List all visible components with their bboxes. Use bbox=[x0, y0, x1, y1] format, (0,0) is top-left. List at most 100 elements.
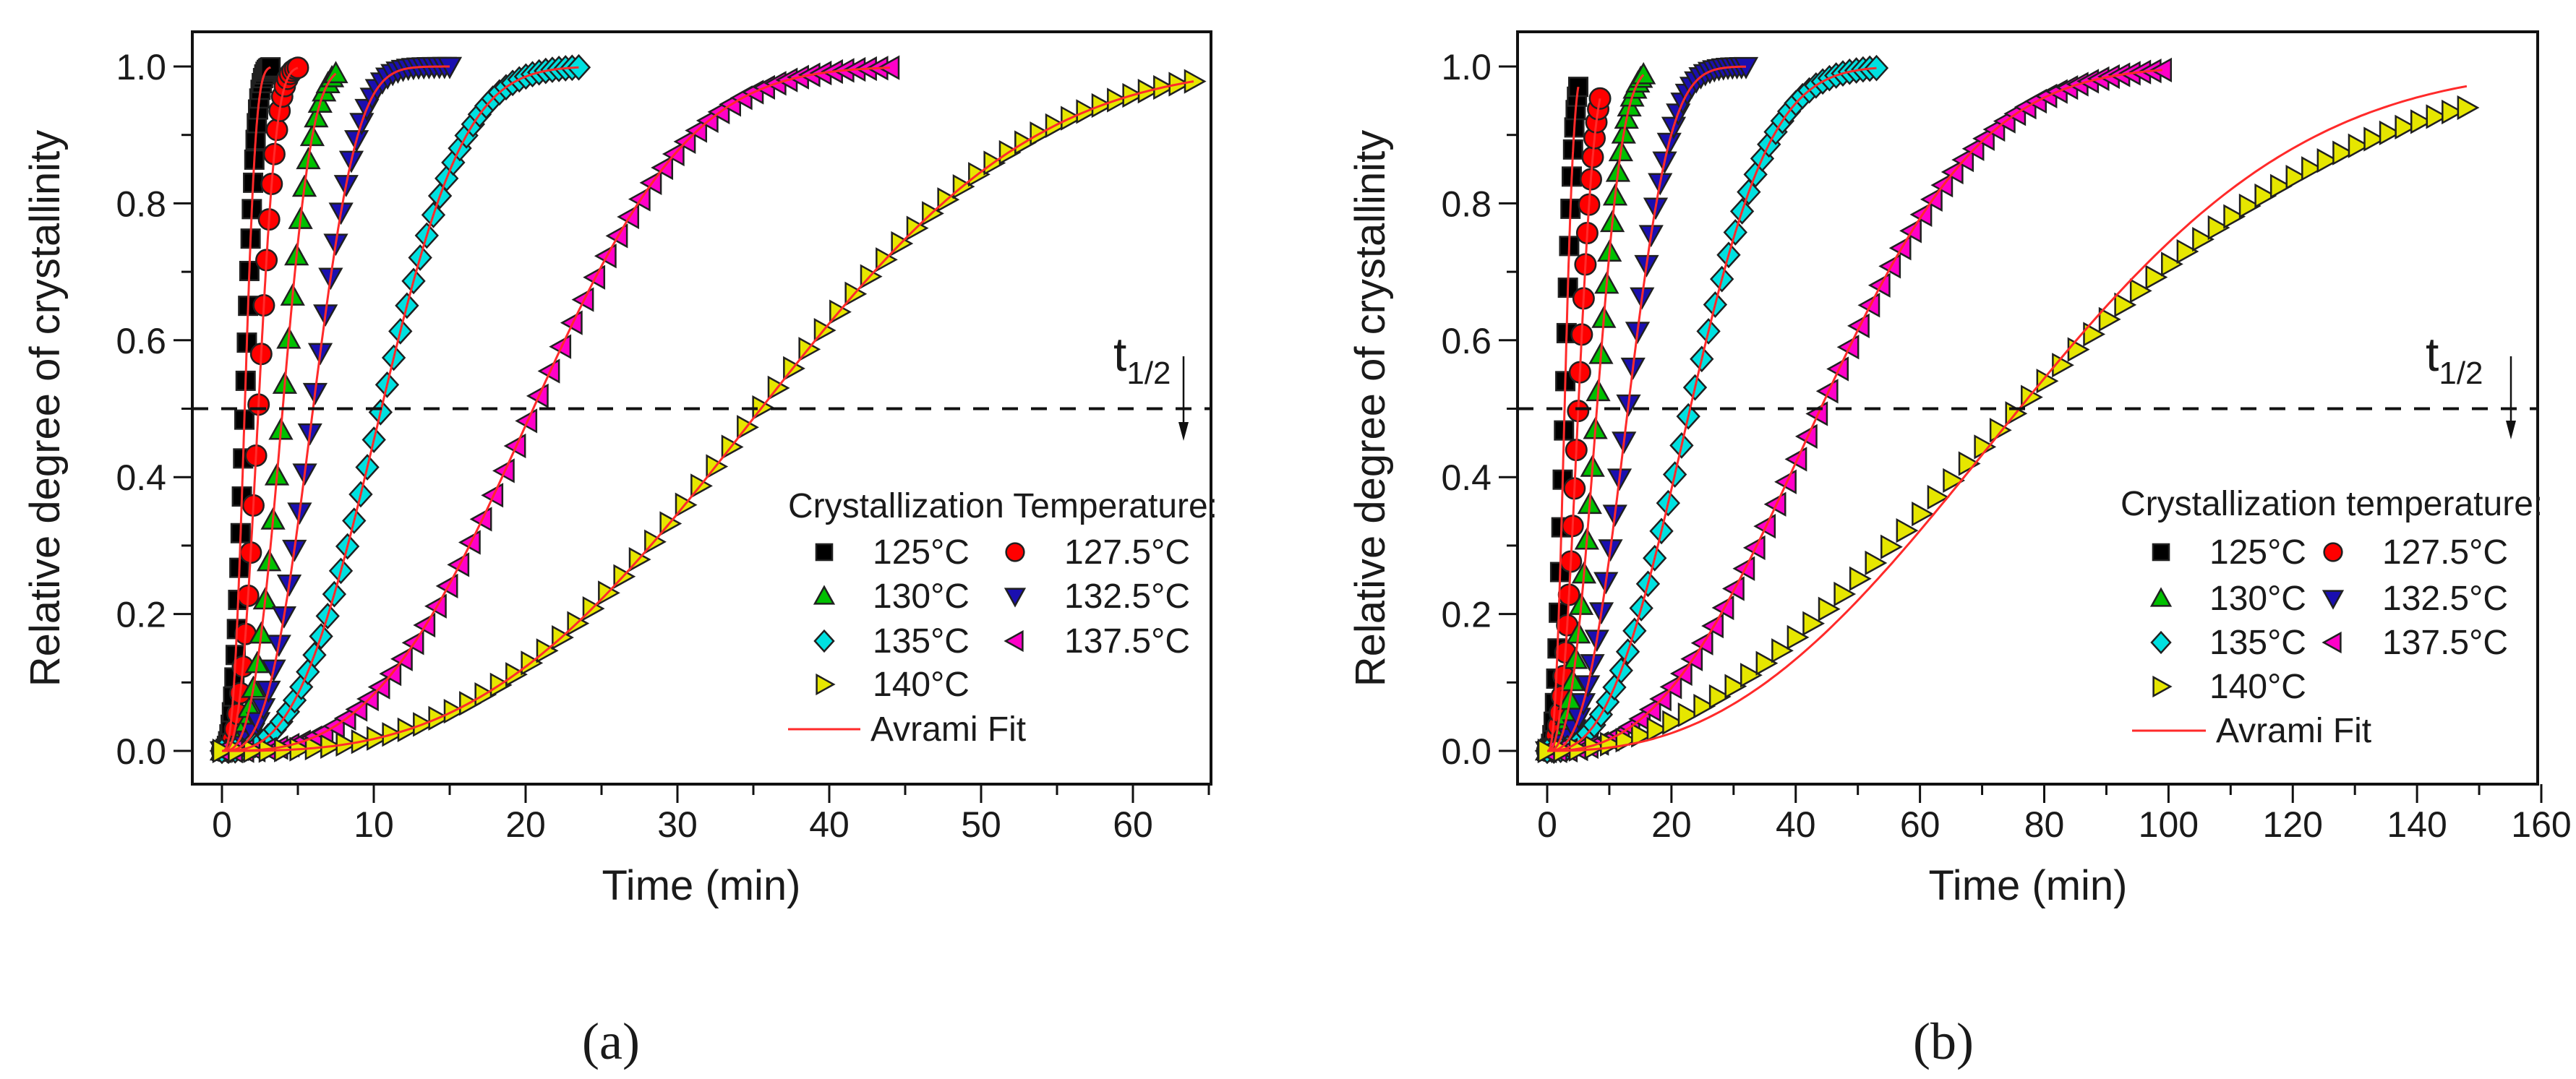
legend-label: 125°C bbox=[873, 533, 970, 572]
avrami-fit-line bbox=[1547, 65, 1746, 752]
data-point bbox=[2021, 384, 2043, 410]
legend-marker-triangle-up-icon bbox=[2149, 587, 2173, 607]
y-tick-label: 0.8 bbox=[116, 184, 166, 224]
legend-title: Crystallization Temperature: bbox=[788, 487, 1218, 525]
panel-a: Relative degree of crystallinity Time (m… bbox=[22, 30, 1218, 1070]
data-point bbox=[1662, 710, 1685, 735]
legend-item: 132.5°C bbox=[2322, 580, 2508, 618]
avrami-fit-line bbox=[1547, 69, 2162, 752]
x-axis-title: Time (min) bbox=[602, 862, 801, 909]
data-point bbox=[1849, 566, 1872, 591]
legend-label: 130°C bbox=[873, 577, 970, 616]
legend-marker-circle-icon bbox=[2323, 542, 2343, 562]
x-tick-label: 50 bbox=[961, 804, 1001, 845]
legend-label: 125°C bbox=[2209, 533, 2306, 572]
legend-label: 137.5°C bbox=[1064, 622, 1190, 661]
data-point bbox=[2176, 238, 2199, 265]
data-point bbox=[1646, 717, 1669, 742]
legend-item: 135°C bbox=[813, 622, 970, 661]
x-tick-label: 140 bbox=[2387, 804, 2447, 845]
legend-fit-label: Avrami Fit bbox=[2216, 712, 2371, 750]
y-tick-label: 0.2 bbox=[1441, 595, 1492, 635]
data-point bbox=[2426, 104, 2449, 129]
data-point bbox=[1184, 69, 1207, 94]
data-point bbox=[2129, 278, 2152, 304]
avrami-fit-line bbox=[1547, 85, 2468, 752]
data-point bbox=[2114, 292, 2137, 317]
data-point bbox=[323, 61, 348, 84]
y-tick-label: 0.6 bbox=[116, 321, 166, 361]
data-point bbox=[1989, 418, 2012, 443]
legend-item: 140°C bbox=[816, 666, 970, 704]
data-point bbox=[566, 53, 591, 81]
x-tick-label: 40 bbox=[809, 804, 850, 845]
data-point bbox=[1693, 693, 1716, 719]
data-point bbox=[1588, 87, 1612, 110]
x-tick-label: 120 bbox=[2263, 804, 2323, 845]
legend-label: 132.5°C bbox=[1064, 577, 1190, 616]
data-point bbox=[2207, 215, 2230, 241]
legend-marker-square-icon bbox=[815, 543, 834, 562]
legend-item: 130°C bbox=[2149, 580, 2306, 618]
data-point bbox=[1786, 624, 1810, 650]
x-tick-label: 10 bbox=[354, 804, 394, 845]
data-point bbox=[2145, 265, 2168, 290]
data-point bbox=[2442, 99, 2464, 125]
x-tick-label: 40 bbox=[1776, 804, 1816, 845]
data-point bbox=[2269, 173, 2293, 199]
data-point bbox=[2348, 133, 2371, 158]
data-point bbox=[2052, 353, 2074, 378]
x-tick-label: 60 bbox=[1113, 804, 1153, 845]
legend: Crystallization temperature: 125°C 127.5°C… bbox=[2121, 485, 2543, 750]
legend-marker-triangle-down-icon bbox=[1004, 588, 1027, 608]
data-point bbox=[1818, 596, 1841, 622]
avrami-fit-line bbox=[222, 66, 272, 752]
avrami-fit-line bbox=[222, 66, 299, 752]
legend-item: 140°C bbox=[2152, 668, 2306, 706]
data-point bbox=[1755, 650, 1779, 676]
legend-item: 135°C bbox=[2150, 624, 2306, 662]
data-point bbox=[2316, 148, 2340, 173]
y-axis-title: Relative degree of crystallinity bbox=[22, 130, 69, 687]
data-point bbox=[2379, 120, 2402, 145]
data-point bbox=[286, 56, 309, 79]
y-tick-label: 0.0 bbox=[116, 731, 166, 772]
data-point bbox=[1927, 484, 1950, 510]
data-point bbox=[2098, 306, 2121, 332]
avrami-fit-line bbox=[222, 65, 450, 752]
data-point bbox=[2363, 126, 2387, 152]
panel-caption: (a) bbox=[582, 1013, 640, 1070]
data-point bbox=[1865, 550, 1888, 576]
data-point bbox=[1833, 581, 1857, 607]
data-point bbox=[2083, 322, 2106, 347]
plot-area bbox=[209, 53, 1207, 765]
data-point bbox=[437, 56, 463, 79]
x-axis-title: Time (min) bbox=[1929, 862, 2128, 909]
legend-item: 127.5°C bbox=[2323, 533, 2508, 572]
legend-marker-triangle-up-icon bbox=[813, 585, 836, 605]
y-tick-label: 0.6 bbox=[1441, 321, 1492, 361]
avrami-fit-line bbox=[1547, 66, 1877, 752]
legend-label: 140°C bbox=[873, 666, 970, 704]
t-half-label: t1/2 bbox=[2426, 327, 2483, 391]
avrami-fit-line bbox=[222, 80, 1194, 752]
x-tick-label: 20 bbox=[505, 804, 546, 845]
legend-label: 140°C bbox=[2209, 668, 2306, 706]
y-tick-label: 0.4 bbox=[1441, 457, 1492, 498]
legend-marker-triangle-down-icon bbox=[2322, 590, 2345, 610]
data-point bbox=[1724, 674, 1747, 699]
data-point bbox=[1896, 517, 1919, 543]
data-point bbox=[1943, 468, 1966, 493]
legend-fit-label: Avrami Fit bbox=[870, 710, 1026, 749]
data-point bbox=[2395, 114, 2418, 139]
data-point bbox=[1912, 502, 1934, 527]
legend-marker-diamond-icon bbox=[2150, 630, 2172, 655]
series-140°C bbox=[1537, 95, 2480, 764]
data-point bbox=[2192, 227, 2215, 252]
data-point bbox=[1802, 611, 1826, 636]
avrami-fit-line bbox=[1547, 98, 1601, 752]
avrami-fit-line bbox=[1547, 86, 1580, 752]
x-tick-label: 0 bbox=[212, 804, 232, 845]
x-tick-label: 160 bbox=[2511, 804, 2571, 845]
